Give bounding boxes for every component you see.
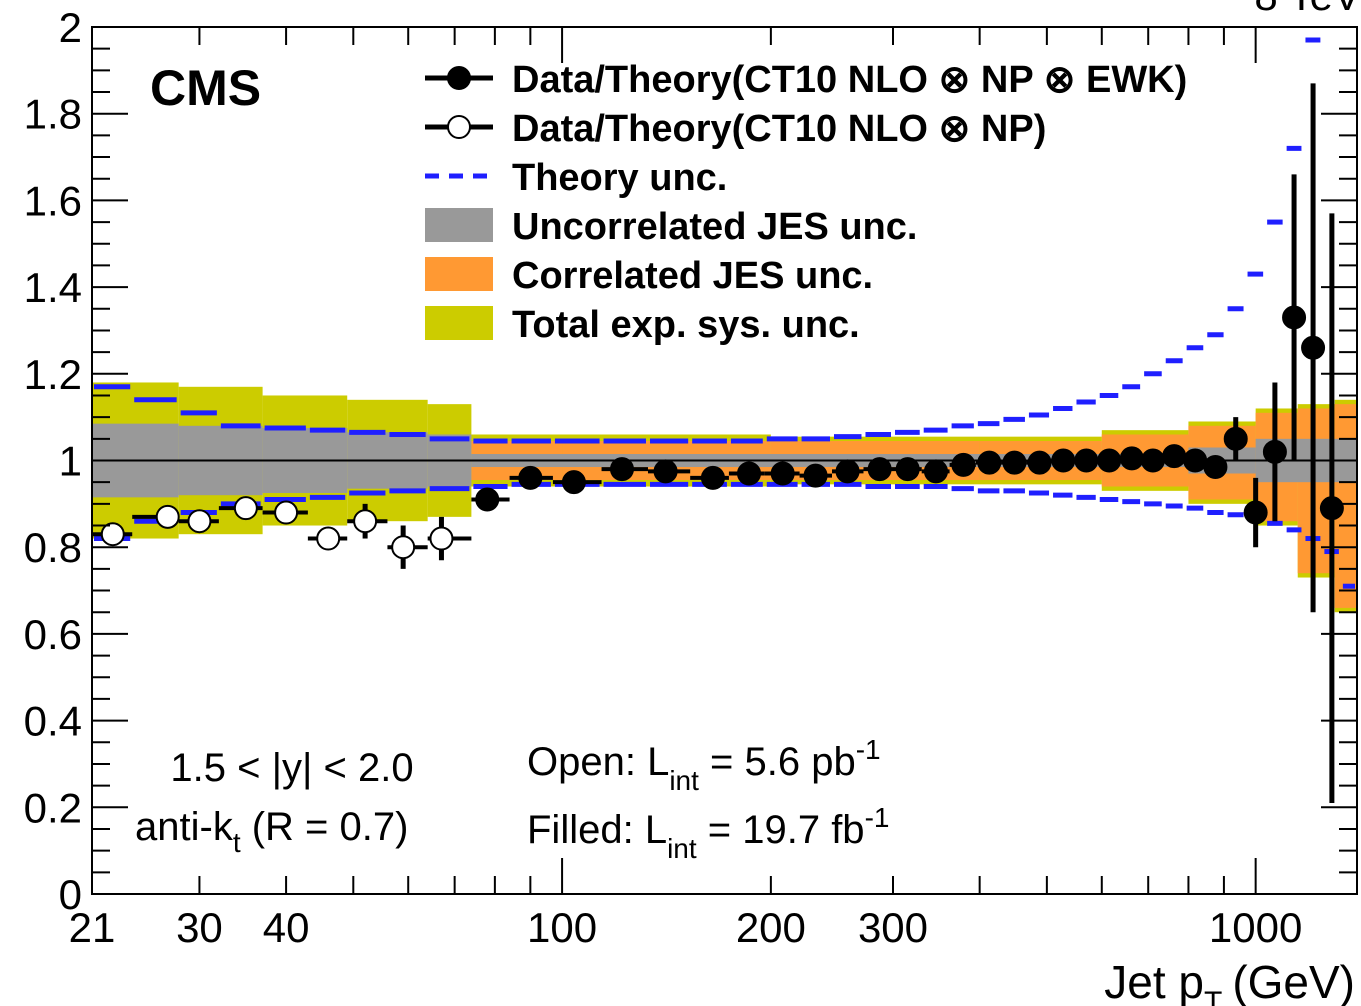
open-data-point (187, 509, 212, 534)
open-data-point (274, 500, 299, 525)
experiment-label: CMS (150, 60, 261, 116)
filled-data-point (835, 459, 860, 484)
filled-data-point (1002, 450, 1027, 475)
data-points (92, 83, 1344, 803)
filled-data-point (977, 450, 1002, 475)
filled-data-point (923, 459, 948, 484)
filled-data-point (1262, 439, 1287, 464)
legend-label: Data/Theory(CT10 NLO ⊗ NP) (512, 108, 1046, 150)
filled-data-point (1119, 446, 1144, 471)
filled-data-point (561, 470, 586, 495)
x-tick-label: 1000 (1209, 904, 1302, 951)
filled-data-point (1074, 448, 1099, 473)
open-data-point (316, 526, 341, 551)
filled-data-point (700, 465, 725, 490)
y-tick-label: 1.8 (24, 91, 82, 138)
filled-data-point (770, 461, 795, 486)
legend-swatch (425, 208, 493, 242)
filled-data-point (1140, 448, 1165, 473)
filled-data-point (1301, 335, 1326, 360)
legend-label: Uncorrelated JES unc. (512, 206, 917, 248)
filled-data-point (1027, 450, 1052, 475)
open-data-point (353, 509, 378, 534)
filled-data-point (653, 459, 678, 484)
filled-data-point (951, 452, 976, 477)
legend-label: Data/Theory(CT10 NLO ⊗ NP ⊗ EWK) (512, 59, 1187, 101)
x-tick-label: 21 (69, 904, 116, 951)
y-tick-label: 0.8 (24, 524, 82, 571)
filled-lumi-annotation: Filled: Lint = 19.7 fb-1 (527, 802, 889, 864)
x-tick-label: 100 (527, 904, 597, 951)
open-data-point (100, 522, 125, 547)
y-tick-label: 1 (59, 438, 82, 485)
filled-data-point (1223, 426, 1248, 451)
y-tick-label: 0.2 (24, 784, 82, 831)
theory-uncertainty-lines (94, 37, 1355, 589)
filled-data-point (1243, 500, 1268, 525)
x-tick-label: 200 (736, 904, 806, 951)
filled-data-point (1097, 448, 1122, 473)
y-tick-label: 2 (59, 4, 82, 51)
filled-data-point (475, 487, 500, 512)
filled-data-point (867, 457, 892, 482)
axis-ticks: 0 0.2 0.4 0.6 0.8 1 1.2 1.4 1.6 1.8 2 21 30 40 100 200 3… (24, 4, 1357, 951)
x-axis-label: Jet pT (GeV) (1104, 956, 1355, 1006)
y-tick-label: 0.6 (24, 611, 82, 658)
filled-data-point (1162, 444, 1187, 469)
legend-swatch (425, 306, 493, 340)
open-data-point (233, 496, 258, 521)
x-tick-label: 30 (176, 904, 223, 951)
filled-data-point (1319, 496, 1344, 521)
open-lumi-annotation: Open: Lint = 5.6 pb-1 (527, 734, 881, 796)
energy-label: 8 TeV (1254, 0, 1361, 19)
legend-swatch (425, 257, 493, 291)
legend-label: Theory unc. (512, 157, 727, 199)
open-data-point (429, 526, 454, 551)
y-tick-label: 1.2 (24, 351, 82, 398)
filled-data-point (737, 461, 762, 486)
y-tick-label: 0.4 (24, 698, 82, 745)
filled-data-point (1282, 305, 1307, 330)
open-data-point (391, 535, 416, 560)
legend-label: Total exp. sys. unc. (512, 304, 860, 346)
legend: Data/Theory(CT10 NLO ⊗ NP ⊗ EWK) Data/The… (425, 59, 1187, 346)
y-tick-label: 0 (59, 871, 82, 918)
legend-label: Correlated JES unc. (512, 255, 873, 297)
filled-data-point (803, 463, 828, 488)
y-tick-label: 1.4 (24, 264, 82, 311)
legend-filled-marker (447, 66, 471, 90)
filled-data-point (609, 457, 634, 482)
x-tick-label: 40 (263, 904, 310, 951)
y-tick-label: 1.6 (24, 177, 82, 224)
filled-data-point (1051, 448, 1076, 473)
open-data-point (155, 504, 180, 529)
x-tick-label: 300 (858, 904, 928, 951)
filled-data-point (895, 457, 920, 482)
filled-data-point (518, 465, 543, 490)
algorithm-annotation: anti-kt (R = 0.7) (135, 805, 408, 858)
legend-open-marker (447, 115, 471, 139)
correlated-band-segment (1297, 408, 1335, 574)
rapidity-annotation: 1.5 < |y| < 2.0 (170, 746, 413, 790)
filled-data-point (1203, 455, 1228, 480)
filled-data-point (1183, 448, 1208, 473)
